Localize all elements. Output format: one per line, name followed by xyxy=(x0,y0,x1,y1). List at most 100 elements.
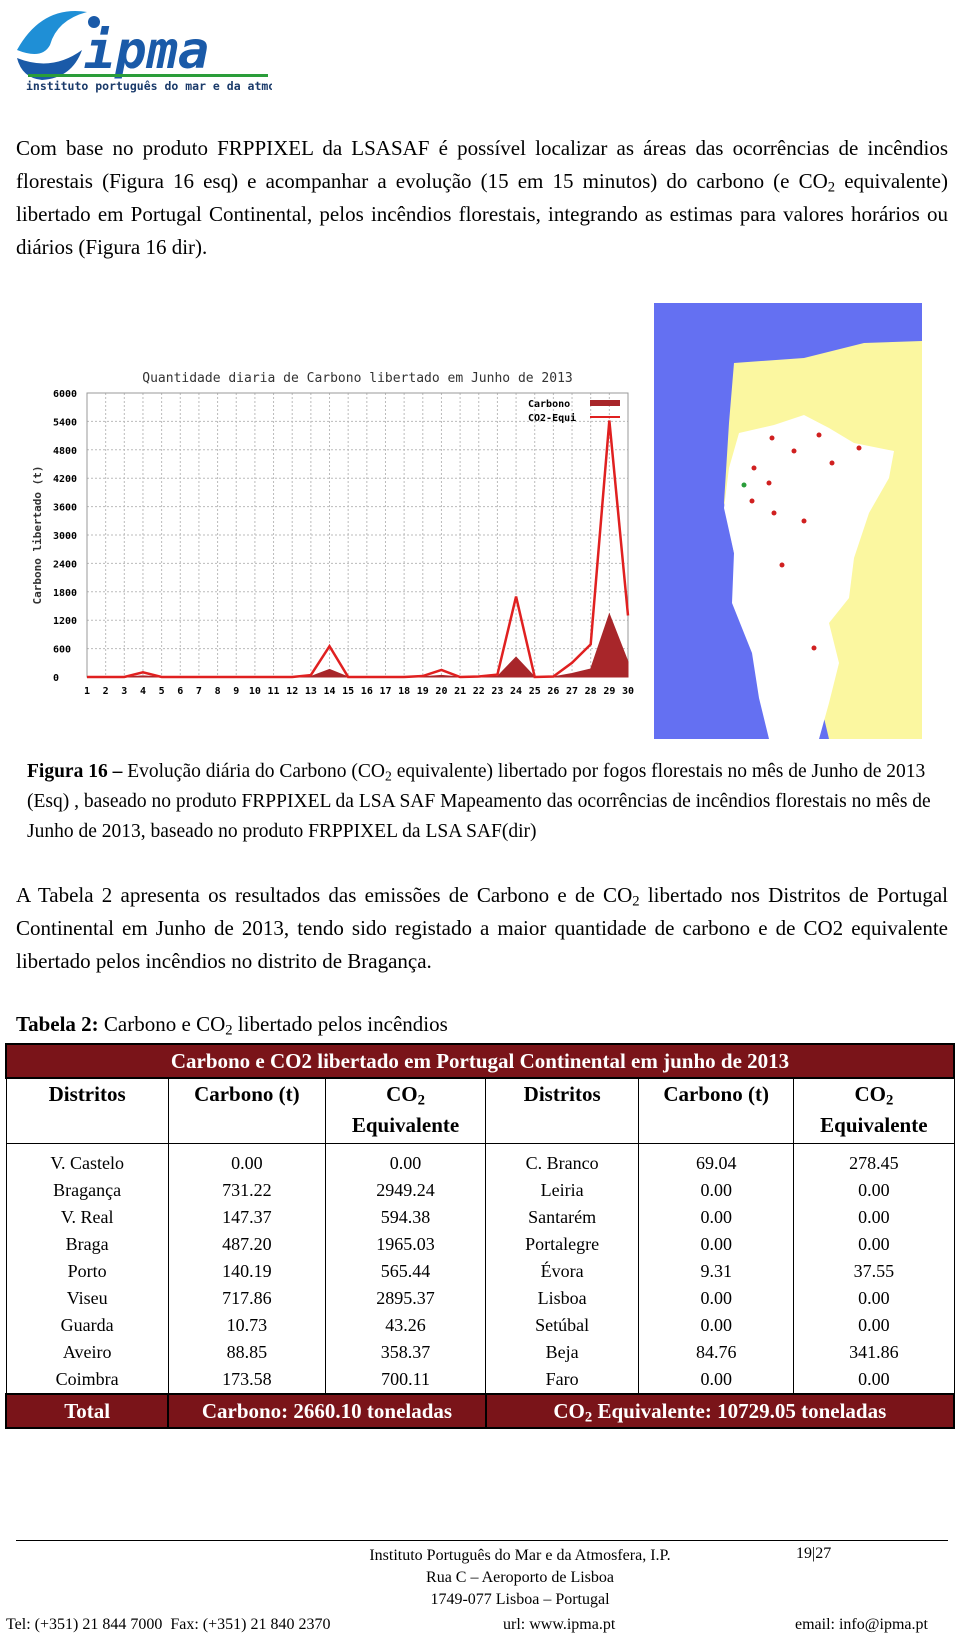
x-tick-label: 11 xyxy=(268,686,280,697)
table-cell: Leiria xyxy=(485,1177,640,1204)
table-cell: V. Castelo xyxy=(5,1143,169,1177)
table-row: Coimbra 173.58 700.11 Faro 0.00 0.00 xyxy=(5,1366,955,1394)
figure-caption: Figura 16 – Evolução diária do Carbono (… xyxy=(27,757,942,847)
table-cell: Porto xyxy=(5,1258,169,1285)
table-cell: 358.37 xyxy=(324,1339,487,1366)
table-cell: 147.37 xyxy=(167,1204,326,1231)
y-tick-label: 1200 xyxy=(53,616,77,627)
table-cell: 0.00 xyxy=(167,1143,326,1177)
series-line xyxy=(87,420,630,679)
table-cell: 731.22 xyxy=(167,1177,326,1204)
fire-point xyxy=(741,482,747,488)
table-cell: 0.00 xyxy=(793,1285,955,1312)
chart-title: Quantidade diaria de Carbono libertado e… xyxy=(142,371,572,386)
table-cell: 88.85 xyxy=(167,1339,326,1366)
table-cell: Guarda xyxy=(5,1312,169,1339)
table-cell: 594.38 xyxy=(324,1204,487,1231)
table-cell: C. Branco xyxy=(485,1143,640,1177)
fire-point xyxy=(771,510,777,516)
subscript: 2 xyxy=(632,893,640,910)
y-tick-label: 600 xyxy=(53,645,71,656)
total-carbon: Carbono: 2660.10 toneladas xyxy=(167,1393,487,1429)
x-tick-label: 10 xyxy=(249,686,261,697)
x-tick-label: 23 xyxy=(491,686,503,697)
paragraph: Com base no produto FRPPIXEL da LSASAF é… xyxy=(16,132,948,264)
y-tick-label: 3600 xyxy=(53,503,77,514)
table: Carbono e CO2 libertado em Portugal Cont… xyxy=(4,1043,956,1429)
table-cell: Coimbra xyxy=(5,1366,169,1394)
table-row: Porto 140.19 565.44 Évora 9.31 37.55 xyxy=(5,1258,955,1285)
legend-swatch xyxy=(590,400,620,406)
x-tick-label: 13 xyxy=(305,686,317,697)
chart: Quantidade diaria de Carbono libertado e… xyxy=(31,371,634,697)
y-axis-label: Carbono libertado (t) xyxy=(31,465,44,604)
table-row: Guarda 10.73 43.26 Setúbal 0.00 0.00 xyxy=(5,1312,955,1339)
x-tick-label: 30 xyxy=(622,686,634,697)
table-cell: Aveiro xyxy=(5,1339,169,1366)
table-cell: 0.00 xyxy=(793,1231,955,1258)
table-cell: 0.00 xyxy=(793,1177,955,1204)
table-cell: Beja xyxy=(485,1339,640,1366)
table-row: V. Castelo 0.00 0.00 C. Branco 69.04 278.45 xyxy=(5,1143,955,1177)
column-header: Carbono (t) xyxy=(638,1077,795,1144)
table-cell: Évora xyxy=(485,1258,640,1285)
subscript: 2 xyxy=(225,1022,233,1039)
text: libertado nos Distritos de Portugal Cont… xyxy=(16,883,948,973)
y-tick-label: 4800 xyxy=(53,446,77,457)
table-cell: 173.58 xyxy=(167,1366,326,1394)
y-tick-label: 2400 xyxy=(53,559,77,570)
x-tick-label: 14 xyxy=(323,686,335,697)
table-cell: 700.11 xyxy=(324,1366,487,1394)
footer-address: Instituto Português do Mar e da Atmosfer… xyxy=(320,1545,720,1611)
fire-point xyxy=(769,435,775,441)
table-cell: 0.00 xyxy=(638,1366,795,1394)
fire-point xyxy=(856,445,862,451)
text: Equivalente xyxy=(351,1113,460,1137)
header-row: Distritos Carbono (t) CO2 Equivalente Distri… xyxy=(5,1077,955,1144)
footer-rule xyxy=(16,1540,948,1541)
fire-points xyxy=(749,432,862,651)
text: Evolução diária do Carbono (CO xyxy=(122,761,385,782)
table-cell: 717.86 xyxy=(167,1285,326,1312)
table-cell: 0.00 xyxy=(638,1285,795,1312)
logo-swoosh xyxy=(17,11,87,54)
x-tick-label: 19 xyxy=(417,686,429,697)
table-cell: Setúbal xyxy=(485,1312,640,1339)
table-row: Viseu 717.86 2895.37 Lisboa 0.00 0.00 xyxy=(5,1285,955,1312)
table-cell: 0.00 xyxy=(638,1204,795,1231)
x-tick-label: 5 xyxy=(159,686,165,697)
table-cell: 2895.37 xyxy=(324,1285,487,1312)
table-cell: 43.26 xyxy=(324,1312,487,1339)
table-cell: Viseu xyxy=(5,1285,169,1312)
text: Carbono e CO xyxy=(98,1012,226,1036)
x-tick-label: 17 xyxy=(379,686,391,697)
subscript: 2 xyxy=(417,1092,425,1109)
footer-email: email: info@ipma.pt xyxy=(795,1616,928,1633)
x-tick-label: 6 xyxy=(177,686,183,697)
paragraph: A Tabela 2 apresenta os resultados das e… xyxy=(16,879,948,978)
x-tick-label: 20 xyxy=(435,686,447,697)
x-tick-label: 3 xyxy=(121,686,127,697)
table-row: Bragança 731.22 2949.24 Leiria 0.00 0.00 xyxy=(5,1177,955,1204)
logo-subtitle: instituto português do mar e da atmosfer… xyxy=(26,79,272,93)
table-cell: Braga xyxy=(5,1231,169,1258)
x-tick-label: 26 xyxy=(547,686,559,697)
logo-swoosh xyxy=(17,50,82,80)
table-cell: 140.19 xyxy=(167,1258,326,1285)
x-tick-label: 22 xyxy=(473,686,485,697)
table-title: Carbono e CO2 libertado em Portugal Cont… xyxy=(5,1043,955,1079)
page-number: 19|27 xyxy=(796,1545,832,1562)
table-cell: 278.45 xyxy=(793,1143,955,1177)
x-tick-label: 24 xyxy=(510,686,522,697)
logo-text: ipma xyxy=(84,21,209,81)
x-tick-label: 2 xyxy=(103,686,109,697)
fire-point xyxy=(801,518,807,524)
table-title-row: Carbono e CO2 libertado em Portugal Cont… xyxy=(5,1043,955,1079)
total-label: Total xyxy=(4,1393,170,1429)
subscript: 2 xyxy=(885,1092,894,1109)
table-cell: 2949.24 xyxy=(324,1177,487,1204)
text: CO xyxy=(553,1398,585,1423)
column-header: Carbono (t) xyxy=(167,1077,326,1144)
text: equivalente) libertado em Portugal Conti… xyxy=(16,169,948,259)
